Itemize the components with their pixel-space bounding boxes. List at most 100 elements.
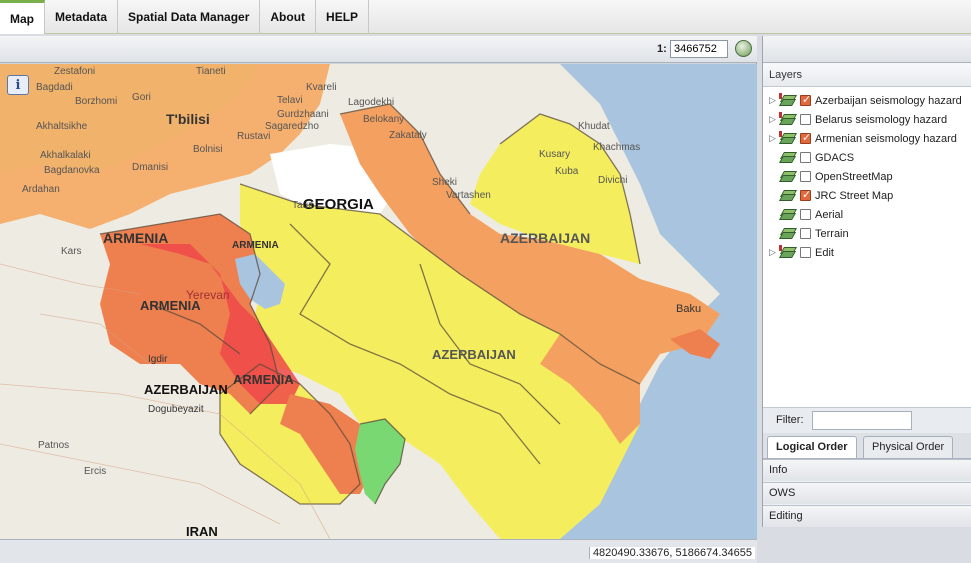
layer-label: Edit [815,246,834,259]
expand-arrow-icon[interactable]: ▷ [769,114,776,124]
accordion-ows[interactable]: OWS [763,482,971,504]
azerbaijan-central-low-hazard [240,184,640,539]
layer-stack-icon [778,170,798,183]
layer-label: Terrain [815,227,849,240]
country-label-azerbaijan-3: AZERBAIJAN [144,382,228,397]
globe-zoom-icon[interactable] [735,40,752,57]
layer-stack-icon [778,130,798,145]
layer-jrc-street-map[interactable]: JRC Street Map [763,186,971,205]
map-panel: 1: [0,36,757,563]
city-label: Zakataly [389,130,427,141]
city-label: Bagdadi [36,82,73,93]
city-label: Khudat [578,121,610,132]
layers-sidebar: Layers ▷ Azerbaijan seismology hazard ▷ … [762,36,971,527]
layer-stack-icon [778,92,798,107]
layer-checkbox[interactable] [800,228,811,239]
filter-row: Filter: [763,407,971,433]
layer-checkbox[interactable] [800,209,811,220]
city-label: Rustavi [237,131,271,142]
city-label: Vartashen [446,190,491,201]
city-label: Sagaredzho [265,121,319,132]
city-label: Sheki [432,177,458,188]
layer-stack-icon [778,227,798,240]
city-label: Bolnisi [193,144,223,155]
city-label: Dmanisi [132,162,169,173]
layer-edit[interactable]: ▷ Edit [763,243,971,262]
city-label: Zestafoni [54,66,96,77]
city-label: Borzhomi [75,96,118,107]
layer-label: JRC Street Map [815,189,894,202]
azerbaijan-north-hazard [340,104,720,384]
expand-arrow-icon[interactable]: ▷ [769,133,776,143]
city-label: Akhalkalaki [40,150,91,161]
sidebar-header [763,36,971,63]
tab-physical-order[interactable]: Physical Order [863,436,954,458]
cursor-coordinates: 4820490.33676, 5186674.34655 [588,547,755,559]
country-label-georgia: GEORGIA [303,196,374,213]
city-label: Kuba [555,166,579,177]
map-canvas[interactable]: i GEORGIA ARMENIA ARMENIA ARMENIA ARMENI… [0,64,757,539]
layer-checkbox[interactable] [800,93,811,106]
country-label-armenia-4: ARMENIA [233,372,294,387]
city-label: Gori [132,92,151,103]
filter-input[interactable] [812,411,912,430]
city-label: Bagdanovka [44,165,100,176]
layer-label: GDACS [815,151,855,164]
tab-metadata[interactable]: Metadata [45,0,119,34]
order-tabs: Logical Order Physical Order [763,433,971,459]
city-label: Kusary [539,149,571,160]
expand-arrow-icon[interactable]: ▷ [769,95,776,105]
city-label: Igdir [148,354,168,365]
accordion-editing[interactable]: Editing [763,505,971,527]
country-label-azerbaijan-2: AZERBAIJAN [432,347,516,362]
city-label: Divichi [598,175,628,186]
layer-stack-icon [778,208,798,221]
layer-tree: ▷ Azerbaijan seismology hazard ▷ Belarus… [763,87,971,407]
tab-about[interactable]: About [260,0,317,34]
layer-azerbaijan-seismology-hazard[interactable]: ▷ Azerbaijan seismology hazard [763,91,971,110]
city-label: Baku [676,303,702,315]
tab-logical-order[interactable]: Logical Order [767,436,857,458]
green-low-hazard-zone [355,419,405,504]
country-label-azerbaijan-1: AZERBAIJAN [500,230,591,246]
layer-aerial[interactable]: Aerial [763,205,971,224]
layer-label: Azerbaijan seismology hazard [815,94,962,107]
layer-belarus-seismology-hazard[interactable]: ▷ Belarus seismology hazard [763,110,971,129]
city-label: Belokany [363,114,405,125]
map-statusbar: 4820490.33676, 5186674.34655 [0,539,757,563]
tab-map[interactable]: Map [0,0,45,34]
country-label-armenia-2: ARMENIA [232,240,279,251]
city-label: Lagodekhi [348,97,395,108]
city-label: Khachmas [593,142,641,153]
lake-sevan [235,254,285,309]
layer-checkbox[interactable] [800,171,811,182]
tab-help[interactable]: HELP [316,0,370,34]
layer-checkbox[interactable] [800,188,811,201]
layer-checkbox[interactable] [800,152,811,163]
accordion-info[interactable]: Info [763,459,971,481]
layer-checkbox[interactable] [800,114,811,125]
layer-gdacs[interactable]: GDACS [763,148,971,167]
city-label: Yerevan [186,288,230,302]
layer-terrain[interactable]: Terrain [763,224,971,243]
city-label: Tauz [292,200,314,211]
scale-input[interactable] [670,40,728,58]
city-label: Tianeti [196,66,226,77]
city-label: Akhaltsikhe [36,121,88,132]
layer-stack-icon [778,189,798,202]
info-icon[interactable]: i [7,75,29,95]
country-label-armenia-3: ARMENIA [140,298,201,313]
country-label-armenia-1: ARMENIA [103,230,169,246]
layer-armenian-seismology-hazard[interactable]: ▷ Armenian seismology hazard [763,129,971,148]
layer-stack-icon [778,244,798,259]
expand-arrow-icon[interactable]: ▷ [769,247,776,257]
tab-spatial-data-manager[interactable]: Spatial Data Manager [118,0,261,34]
city-label: Gurdzhaani [277,109,329,120]
layer-openstreetmap[interactable]: OpenStreetMap [763,167,971,186]
map-svg [0,64,757,539]
main-tabs: Map Metadata Spatial Data Manager About … [0,0,370,34]
layer-checkbox[interactable] [800,131,811,144]
layer-label: Aerial [815,208,844,221]
layer-checkbox[interactable] [800,247,811,258]
layers-panel-title: Layers [763,63,971,87]
